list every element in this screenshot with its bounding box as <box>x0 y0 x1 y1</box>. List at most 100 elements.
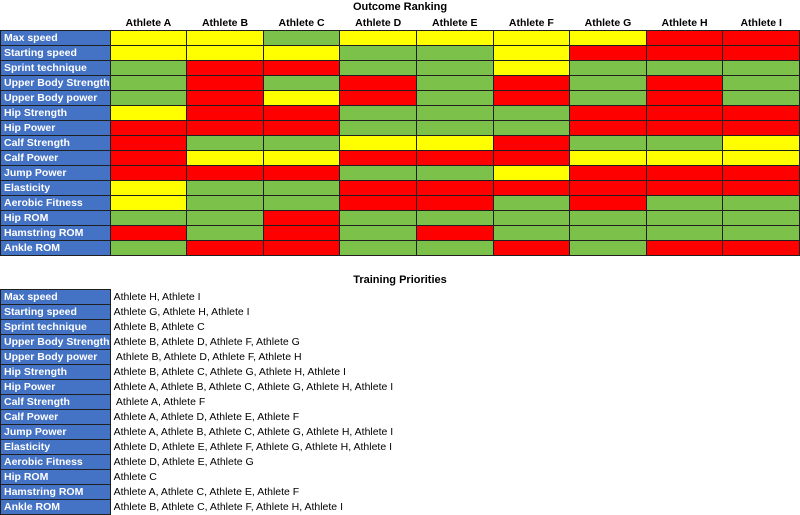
rating-cell <box>109 195 188 211</box>
priority-athletes: Athlete H, Athlete I <box>113 291 201 303</box>
rating-cell <box>415 195 494 211</box>
rating-cell <box>186 135 264 151</box>
rating-cell <box>109 150 188 166</box>
rating-cell <box>492 195 571 211</box>
priority-row: Starting speed Athlete G, Athlete H, Athl… <box>0 304 691 320</box>
rating-cell <box>339 135 417 151</box>
rating-cell <box>645 30 724 46</box>
rating-cell <box>492 30 571 46</box>
outcome-row: Upper Body Strength <box>0 75 800 91</box>
rating-cell <box>339 150 417 166</box>
rating-cell <box>722 240 800 256</box>
rating-cell <box>262 120 341 136</box>
rating-cell <box>186 90 264 106</box>
priority-row: Jump Power Athlete A, Athlete B, Athlete … <box>0 424 691 440</box>
priority-athletes: Athlete A, Athlete D, Athlete E, Athlete… <box>113 411 300 423</box>
priority-row: Hip ROM Athlete C <box>0 469 691 485</box>
rating-cell <box>415 75 494 91</box>
rating-cell <box>262 30 341 46</box>
rating-cell <box>569 195 647 211</box>
rating-cell <box>109 45 188 61</box>
outcome-ranking-table: Athlete A Athlete B Athlete C Athlete D Athl… <box>0 15 800 256</box>
rating-cell <box>339 120 417 136</box>
rating-cell <box>645 135 724 151</box>
rating-cell <box>722 30 800 46</box>
rating-cell <box>492 120 571 136</box>
rating-cell <box>645 225 724 241</box>
rating-cell <box>645 45 724 61</box>
rating-cell <box>109 180 188 196</box>
rating-cell <box>722 75 800 91</box>
rating-cell <box>645 90 724 106</box>
rating-cell <box>722 165 800 181</box>
rating-cell <box>415 135 494 151</box>
outcome-row-label: Aerobic Fitness <box>0 195 111 211</box>
rating-cell <box>569 45 647 61</box>
rating-cell <box>722 90 800 106</box>
rating-cell <box>645 75 724 91</box>
outcome-row: Jump Power <box>0 165 800 181</box>
rating-cell <box>186 210 264 226</box>
rating-cell <box>569 60 647 76</box>
rating-cell <box>722 120 800 136</box>
outcome-row-label: Calf Power <box>0 150 111 166</box>
priority-athletes: Athlete A, Athlete B, Athlete C, Athlete… <box>113 426 394 438</box>
athlete-header: Athlete A <box>125 16 172 29</box>
rating-cell <box>645 105 724 121</box>
rating-cell <box>722 60 800 76</box>
training-priorities-table: Max speed Athlete H, Athlete I Starting sp… <box>0 289 691 515</box>
rating-cell <box>186 45 264 61</box>
priority-row: Upper Body Strength Athlete B, Athlete D,… <box>0 334 691 350</box>
priority-row: Sprint technique Athlete B, Athlete C <box>0 319 691 335</box>
rating-cell <box>186 180 264 196</box>
rating-cell <box>569 240 647 256</box>
rating-cell <box>109 210 188 226</box>
rating-cell <box>722 210 800 226</box>
rating-cell <box>186 60 264 76</box>
priority-row: Calf Strength Athlete A, Athlete F <box>0 394 691 410</box>
outcome-row-label: Max speed <box>0 30 111 46</box>
rating-cell <box>722 135 800 151</box>
rating-cell <box>415 225 494 241</box>
rating-cell <box>186 225 264 241</box>
rating-cell <box>262 240 341 256</box>
priority-label: Calf Strength <box>0 394 111 410</box>
rating-cell <box>415 90 494 106</box>
rating-cell <box>339 180 417 196</box>
athlete-header: Athlete D <box>355 16 402 29</box>
rating-cell <box>262 135 341 151</box>
rating-cell <box>569 225 647 241</box>
outcome-row: Hip Power <box>0 120 800 136</box>
priority-label: Jump Power <box>0 424 111 440</box>
rating-cell <box>415 180 494 196</box>
outcome-row-label: Hamstring ROM <box>0 225 111 241</box>
rating-cell <box>722 195 800 211</box>
rating-cell <box>339 45 417 61</box>
rating-cell <box>722 225 800 241</box>
rating-cell <box>645 240 724 256</box>
priority-athletes: Athlete B, Athlete C, Athlete F, Athlete… <box>113 501 343 513</box>
athlete-header-row: Athlete A Athlete B Athlete C Athlete D Athl… <box>0 15 800 31</box>
rating-cell <box>492 150 571 166</box>
rating-cell <box>109 75 188 91</box>
outcome-row: Max speed <box>0 30 800 46</box>
rating-cell <box>645 165 724 181</box>
outcome-row-label: Starting speed <box>0 45 111 61</box>
rating-cell <box>492 60 571 76</box>
priority-label: Hip Strength <box>0 364 111 380</box>
rating-cell <box>186 30 264 46</box>
priority-athletes: Athlete A, Athlete B, Athlete C, Athlete… <box>113 381 394 393</box>
rating-cell <box>109 225 188 241</box>
outcome-row: Ankle ROM <box>0 240 800 256</box>
rating-cell <box>109 30 188 46</box>
rating-cell <box>109 120 188 136</box>
rating-cell <box>415 60 494 76</box>
outcome-row: Hamstring ROM <box>0 225 800 241</box>
rating-cell <box>645 60 724 76</box>
priority-label: Upper Body Strength <box>0 334 111 350</box>
rating-cell <box>492 225 571 241</box>
outcome-row: Aerobic Fitness <box>0 195 800 211</box>
athlete-header: Athlete C <box>278 16 325 29</box>
priority-label: Starting speed <box>0 304 111 320</box>
rating-cell <box>186 195 264 211</box>
